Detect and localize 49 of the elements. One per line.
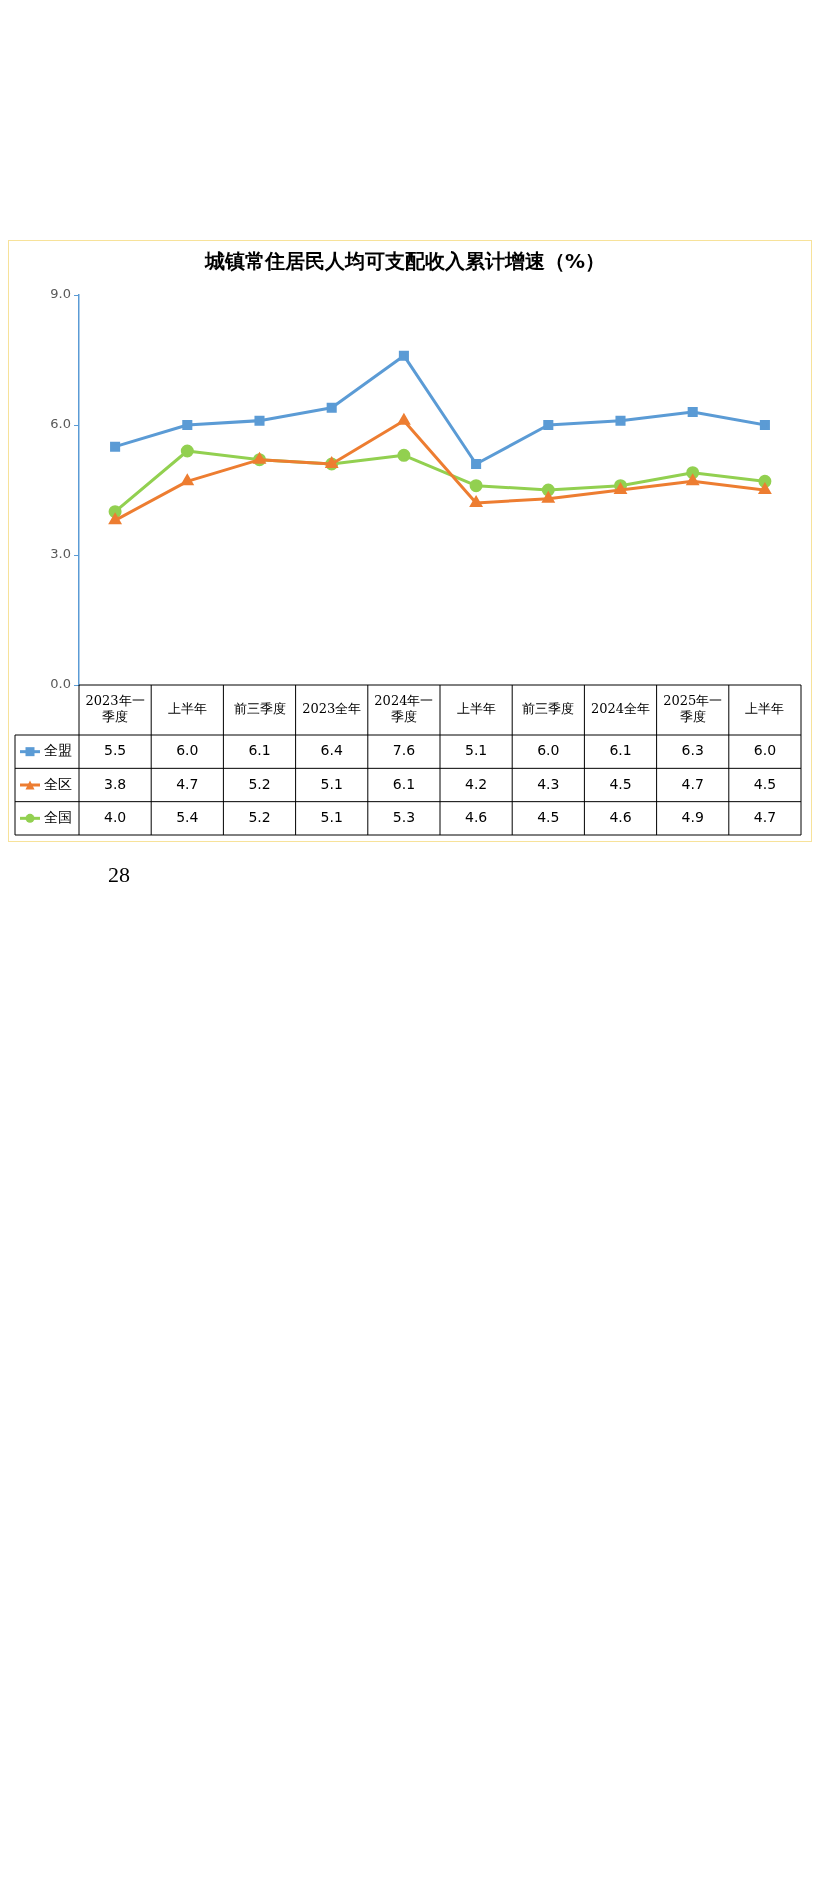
x-tick-label: 2024全年 xyxy=(590,701,651,717)
data-label: 4.7 xyxy=(753,808,777,825)
data-label: 5.5 xyxy=(103,742,127,759)
data-label: 4.0 xyxy=(103,808,127,825)
legend-label: 全区 xyxy=(44,775,72,792)
data-label: 4.5 xyxy=(537,808,560,825)
y-tick-label: 6.0 xyxy=(50,416,71,432)
y-tick-label: 0.0 xyxy=(50,676,71,692)
legend-label: 全盟 xyxy=(44,742,72,759)
data-label: 4.9 xyxy=(681,808,704,825)
data-label: 5.4 xyxy=(176,808,199,825)
legend-label: 全国 xyxy=(44,808,72,825)
data-label: 4.7 xyxy=(176,775,199,792)
data-label: 4.7 xyxy=(681,775,704,792)
data-label: 5.2 xyxy=(248,808,271,825)
data-label: 5.1 xyxy=(320,775,343,792)
x-tick-label: 上半年 xyxy=(167,701,207,717)
x-tick-label: 上半年 xyxy=(745,701,785,717)
x-tick-label: 前三季度 xyxy=(233,701,286,717)
data-label: 4.6 xyxy=(464,808,488,825)
data-label: 4.5 xyxy=(753,775,777,792)
data-label: 7.6 xyxy=(392,742,416,759)
data-label: 6.1 xyxy=(248,742,271,759)
data-label: 5.1 xyxy=(464,742,488,759)
data-label: 5.1 xyxy=(320,808,343,825)
y-tick-label: 3.0 xyxy=(50,546,71,562)
data-label: 4.5 xyxy=(609,775,632,792)
x-tick-label: 2023年一季度 xyxy=(85,693,145,725)
data-label: 6.1 xyxy=(609,742,632,759)
x-tick-label: 上半年 xyxy=(456,701,496,717)
data-label: 4.2 xyxy=(464,775,488,792)
x-tick-label: 2023全年 xyxy=(302,701,362,717)
data-label: 5.2 xyxy=(248,775,271,792)
data-label: 6.1 xyxy=(392,775,416,792)
data-label: 4.3 xyxy=(537,775,560,792)
chart-title: 城镇常住居民人均可支配收入累计增速（%） xyxy=(203,249,606,274)
data-label: 4.6 xyxy=(609,808,632,825)
data-label: 6.0 xyxy=(753,742,777,759)
data-label: 6.0 xyxy=(176,742,199,759)
x-tick-label: 2025年一季度 xyxy=(663,693,723,725)
data-label: 6.0 xyxy=(537,742,560,759)
data-label: 5.3 xyxy=(392,808,416,825)
text: 28 xyxy=(108,862,131,888)
data-label: 6.3 xyxy=(681,742,704,759)
x-tick-label: 2024年一季度 xyxy=(374,693,434,725)
x-tick-label: 前三季度 xyxy=(522,701,575,717)
data-label: 6.4 xyxy=(320,742,343,759)
data-label: 3.8 xyxy=(103,775,127,792)
y-tick-label: 9.0 xyxy=(50,286,71,302)
